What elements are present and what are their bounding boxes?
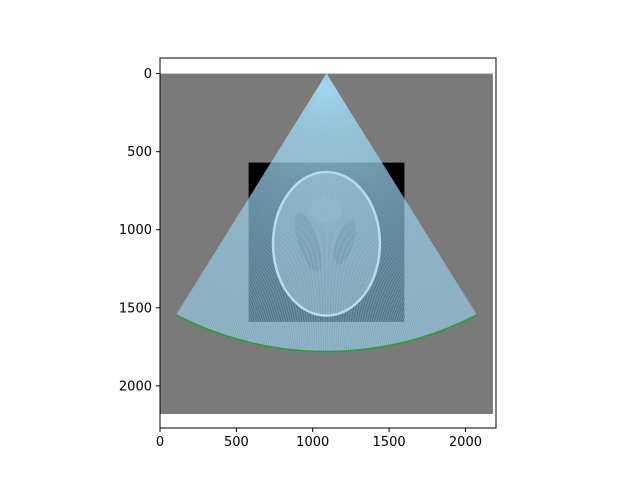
detector-arc [175,314,478,353]
x-tick-label: 1500 [373,435,406,450]
x-tick-label: 500 [224,435,249,450]
fan-beam-rays [176,73,477,352]
y-tick-label: 2000 [119,379,152,394]
y-axis: 0 500 1000 1500 2000 [119,67,160,394]
y-tick-label: 500 [127,145,152,160]
x-axis: 0 500 1000 1500 2000 [156,428,482,450]
y-tick-label: 1500 [119,301,152,316]
y-tick-label: 1000 [119,223,152,238]
plot-area [160,73,493,414]
x-tick-label: 2000 [449,435,482,450]
x-tick-label: 0 [156,435,164,450]
y-tick-label: 0 [144,67,152,82]
x-tick-label: 1000 [296,435,329,450]
axes-frame [159,57,497,429]
